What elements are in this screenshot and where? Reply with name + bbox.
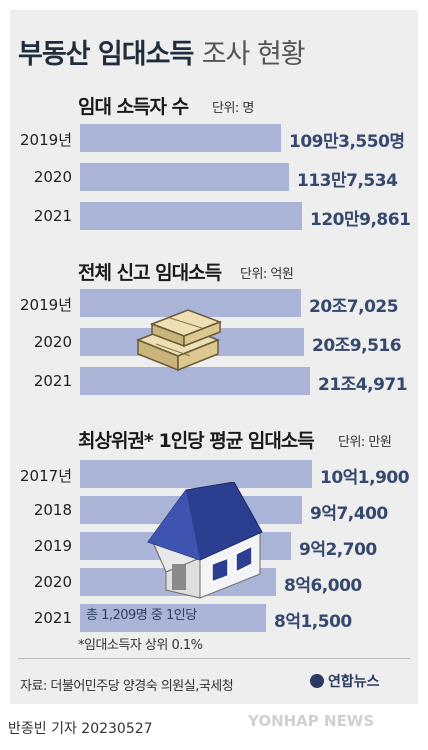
year-label: 2018: [33, 501, 72, 519]
value-label: 20조9,516: [312, 336, 402, 356]
author-credit: 반종빈 기자 20230527: [8, 721, 153, 737]
value-label: 113만7,534: [297, 171, 398, 191]
bar: [80, 163, 289, 191]
value-label: 21조4,971: [318, 375, 408, 395]
value-label: 120만9,861: [310, 210, 411, 230]
section1-title: 임대 소득자 수: [78, 96, 189, 118]
yonhap-logo: 연합뉴스: [310, 671, 380, 691]
year-label: 2021: [33, 372, 72, 390]
section1-unit: 단위: 명: [212, 101, 254, 116]
bar: [80, 604, 266, 632]
logo-text: 연합뉴스: [328, 674, 380, 690]
section3-unit: 단위: 만원: [338, 435, 392, 450]
section3-title: 최상위권* 1인당 평균 임대소득: [78, 430, 315, 452]
year-label: 2017년: [20, 467, 72, 485]
bar: [80, 367, 310, 395]
section2-title: 전체 신고 임대소득: [78, 262, 222, 284]
page-title: 부동산 임대소득 조사 현황: [18, 32, 306, 71]
bar: [80, 202, 302, 230]
house-icon: [147, 482, 263, 599]
value-label: 109만3,550명: [289, 132, 405, 152]
money-stack-icon: [135, 309, 223, 372]
year-label: 2021: [33, 609, 72, 627]
year-label: 2020: [33, 573, 72, 591]
watermark: YONHAP NEWS: [248, 712, 375, 730]
value-label: 8억1,500: [274, 612, 352, 632]
title-main: 부동산 임대소득: [18, 39, 194, 70]
value-label: 8억6,000: [284, 576, 362, 596]
bar-note: 총 1,209명 중 1인당: [86, 608, 197, 623]
section2-unit: 단위: 억원: [240, 267, 294, 282]
footer-divider: [18, 658, 410, 659]
year-label: 2020: [33, 168, 72, 186]
year-label: 2020: [33, 333, 72, 351]
title-sub: 조사 현황: [201, 39, 306, 70]
bar: [80, 460, 312, 488]
logo-mark-icon: [310, 674, 324, 688]
value-label: 9억7,400: [310, 504, 388, 524]
value-label: 10억1,900: [320, 468, 410, 488]
year-label: 2019: [33, 537, 72, 555]
year-label: 2019년: [20, 131, 72, 149]
bar: [80, 124, 281, 152]
year-label: 2021: [33, 207, 72, 225]
source-text: 자료: 더불어민주당 양경숙 의원실,국세청: [20, 679, 234, 694]
footnote: *임대소득자 상위 0.1%: [78, 638, 203, 653]
value-label: 20조7,025: [309, 297, 399, 317]
value-label: 9억2,700: [299, 540, 377, 560]
year-label: 2019년: [20, 296, 72, 314]
